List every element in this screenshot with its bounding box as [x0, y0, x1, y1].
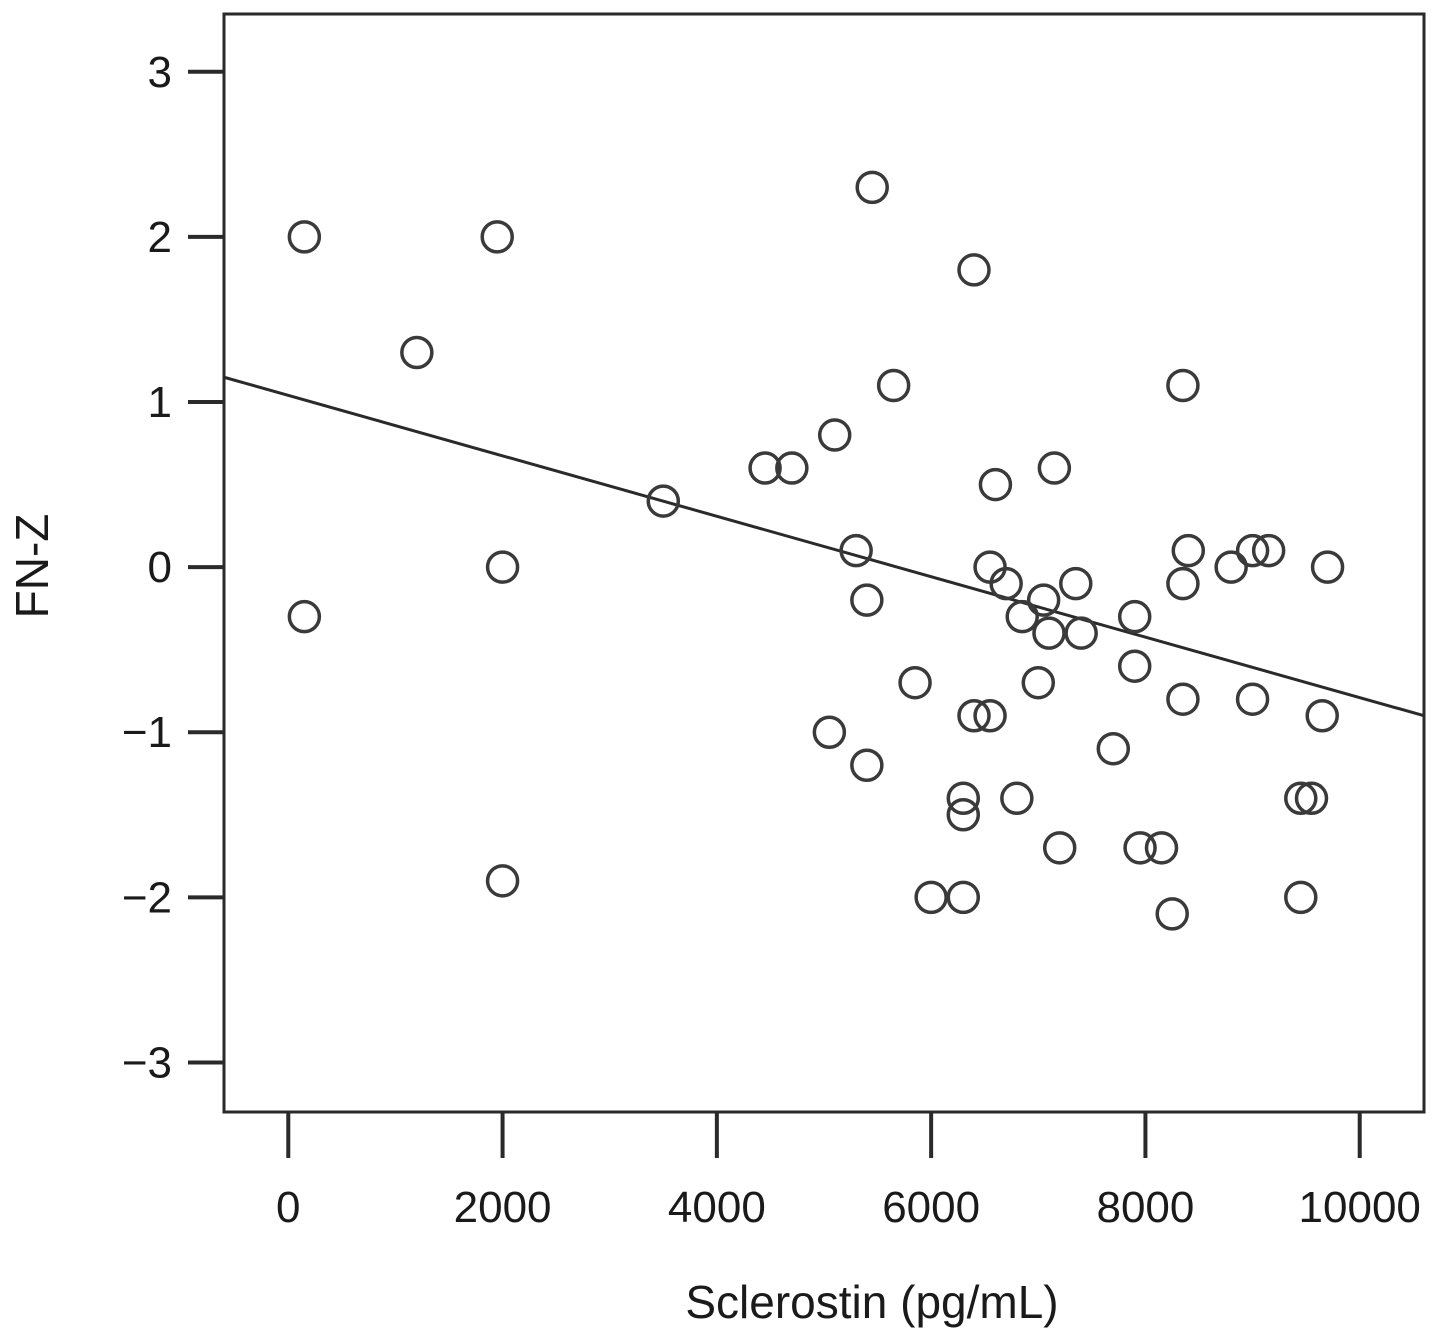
data-point	[946, 880, 981, 915]
data-point	[1064, 616, 1098, 650]
plot-frame	[222, 12, 1426, 1114]
data-point	[957, 698, 991, 733]
data-point	[1144, 831, 1179, 865]
data-point	[748, 451, 782, 485]
data-point	[400, 335, 434, 370]
y-tick-label: −3	[122, 1038, 172, 1087]
data-point	[839, 533, 873, 568]
x-tick-label: 2000	[454, 1183, 552, 1232]
data-point	[914, 880, 948, 915]
data-point	[855, 170, 889, 205]
data-point	[946, 781, 981, 816]
x-tick-label: 0	[276, 1183, 300, 1232]
y-tick-label: 2	[148, 213, 172, 262]
data-point	[480, 220, 514, 254]
data-point	[1235, 682, 1270, 716]
y-tick-label: −1	[122, 708, 172, 757]
data-point	[1305, 698, 1339, 733]
y-axis-title: FN-Z	[6, 514, 58, 619]
data-point	[287, 220, 322, 254]
data-point	[287, 599, 322, 634]
data-point	[485, 550, 520, 584]
data-point	[817, 418, 852, 452]
data-point	[957, 253, 991, 287]
data-point	[1021, 665, 1056, 700]
data-point	[978, 467, 1013, 502]
data-point	[485, 864, 520, 898]
data-point	[646, 484, 681, 518]
data-point	[1096, 732, 1131, 766]
data-point	[1026, 583, 1061, 617]
data-point	[1005, 599, 1039, 634]
data-point	[1235, 533, 1270, 568]
x-axis-title: Sclerostin (pg/mL)	[685, 1276, 1058, 1328]
data-point	[850, 748, 884, 783]
data-point	[973, 550, 1007, 584]
y-tick-label: −2	[122, 873, 172, 922]
data-point	[1037, 451, 1072, 485]
data-point	[1059, 566, 1093, 601]
data-point	[973, 698, 1007, 733]
data-point	[1284, 781, 1318, 816]
y-tick-label: 0	[148, 543, 172, 592]
data-point	[876, 368, 911, 403]
data-point	[1000, 781, 1034, 816]
regression-line	[223, 375, 1425, 718]
x-axis: 0 2000 4000 6000 8000 10000	[276, 1112, 1421, 1232]
data-point	[1310, 550, 1345, 584]
data-point	[1284, 880, 1318, 915]
data-point	[1042, 831, 1077, 865]
data-point	[946, 798, 981, 832]
y-tick-label: 1	[148, 378, 172, 427]
x-tick-label: 8000	[1096, 1183, 1194, 1232]
data-point	[1123, 831, 1157, 865]
data-point	[1032, 616, 1066, 650]
data-point	[1166, 682, 1200, 716]
data-point	[1294, 781, 1329, 816]
data-points	[287, 170, 1345, 931]
data-point	[1166, 368, 1200, 403]
regression-line-group	[223, 375, 1425, 718]
x-tick-label: 4000	[668, 1183, 766, 1232]
data-point	[1166, 566, 1200, 601]
data-point	[1171, 533, 1206, 568]
data-point	[1155, 897, 1189, 931]
y-tick-label: 3	[148, 48, 172, 97]
data-point	[850, 583, 884, 617]
data-point	[898, 665, 932, 700]
data-point	[1251, 533, 1286, 568]
data-point	[1117, 599, 1152, 634]
x-tick-label: 10000	[1299, 1183, 1421, 1232]
data-point	[775, 451, 809, 485]
data-point	[1117, 649, 1152, 683]
x-tick-label: 6000	[882, 1183, 980, 1232]
y-axis: 3 2 1 0 −1 −2 −3	[122, 48, 224, 1087]
data-point	[989, 566, 1023, 601]
data-point	[1214, 550, 1248, 584]
data-point	[812, 715, 847, 749]
